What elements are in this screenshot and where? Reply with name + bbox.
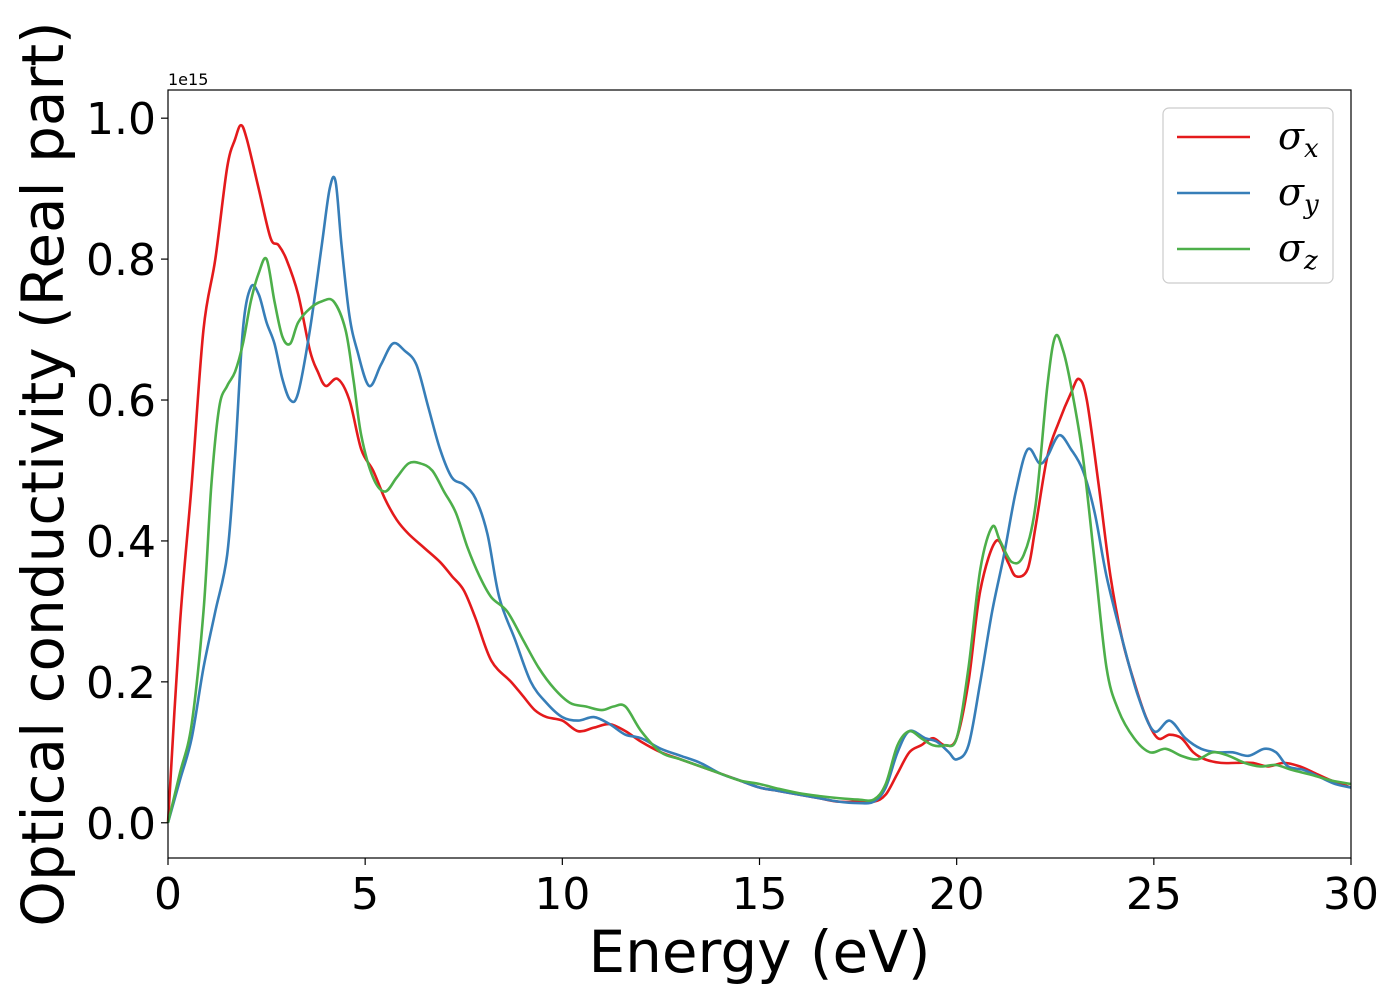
x-tick-label: 5 bbox=[351, 869, 379, 920]
y-tick-label: 0.4 bbox=[86, 517, 156, 568]
x-tick-label: 25 bbox=[1126, 869, 1182, 920]
series-line-y bbox=[166, 175, 1352, 824]
y-tick-label: 1.0 bbox=[86, 94, 156, 145]
y-tick-label: 0.8 bbox=[86, 235, 156, 286]
series-layer bbox=[166, 123, 1352, 824]
y-tick-label: 0.6 bbox=[86, 376, 156, 427]
legend: σx σy σz bbox=[1162, 107, 1334, 284]
legend-label-y: σy bbox=[1278, 170, 1319, 220]
legend-box bbox=[1162, 107, 1334, 284]
x-tick-label: 15 bbox=[732, 869, 788, 920]
y-tick-label: 0.0 bbox=[86, 799, 156, 850]
legend-label-x: σx bbox=[1278, 114, 1319, 164]
x-tick-label: 10 bbox=[534, 869, 590, 920]
x-tick-label: 30 bbox=[1323, 869, 1379, 920]
y-offset-label: 1e15 bbox=[168, 70, 208, 89]
y-axis-label: Optical conductivity (Real part) bbox=[9, 21, 77, 926]
y-tick-label: 0.2 bbox=[86, 658, 156, 709]
x-axis-label: Energy (eV) bbox=[588, 918, 930, 986]
x-tick-label: 0 bbox=[154, 869, 182, 920]
x-tick-label: 20 bbox=[929, 869, 985, 920]
legend-label-z: σz bbox=[1278, 226, 1318, 276]
x-axis: 0 5 10 15 20 25 30 bbox=[154, 858, 1379, 920]
series-line-z bbox=[166, 256, 1352, 824]
y-axis: 0.0 0.2 0.4 0.6 0.8 1.0 bbox=[86, 94, 168, 850]
